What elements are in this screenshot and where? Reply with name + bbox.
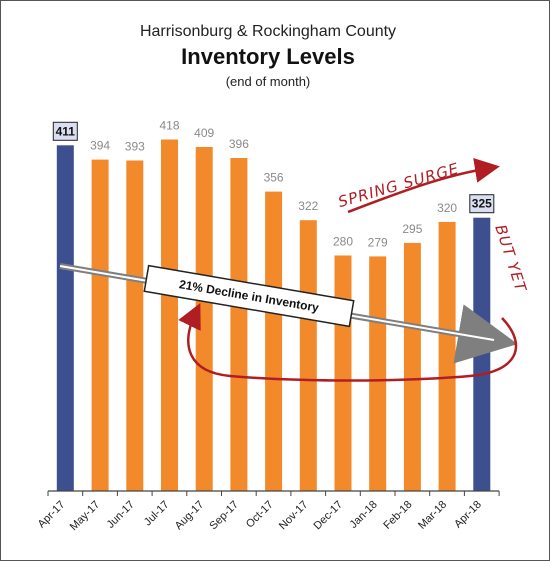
bar-dec-17 xyxy=(334,255,352,491)
value-label-box xyxy=(52,121,78,141)
bar-group xyxy=(56,139,491,492)
bar-sep-17 xyxy=(230,158,248,491)
x-tick-label: Jun-17 xyxy=(105,499,137,531)
chart-title: Inventory Levels xyxy=(181,44,355,69)
bar-apr-18 xyxy=(473,217,491,491)
value-label: 280 xyxy=(333,235,353,249)
value-label: 279 xyxy=(368,235,388,249)
but-yet-loop-arrow xyxy=(178,302,518,382)
x-tick-label: Aug-17 xyxy=(173,499,207,533)
x-tick-label: Oct-17 xyxy=(244,499,276,531)
x-tick-label: Dec-17 xyxy=(312,499,346,533)
value-label: 295 xyxy=(402,222,422,236)
value-label: 322 xyxy=(298,199,318,213)
value-label: 356 xyxy=(264,171,284,185)
x-tick-label: Nov-17 xyxy=(277,499,311,533)
bar-feb-18 xyxy=(403,242,421,491)
value-label-group: 411 394 393 418 409 396 356 322 280 279 295 320 325 xyxy=(52,119,495,249)
value-label: 394 xyxy=(90,139,110,153)
chart-subtitle: (end of month) xyxy=(226,74,311,89)
value-label: 393 xyxy=(125,140,145,154)
x-tick-label: Feb-18 xyxy=(381,499,414,532)
value-label: 409 xyxy=(194,126,214,140)
bar-apr-17 xyxy=(56,145,74,492)
x-axis xyxy=(47,490,500,496)
x-tick-label-group: Apr-17 May-17 Jun-17 Jul-17 Aug-17 Sep-17 Oct-… xyxy=(36,499,484,533)
bar-jul-17 xyxy=(161,139,178,491)
x-tick-label: Apr-18 xyxy=(452,499,484,531)
but-yet-label: BUT YET xyxy=(491,222,530,295)
chart-supertitle: Harrisonburg & Rockingham County xyxy=(140,23,396,40)
x-tick-label: Mar-18 xyxy=(416,499,449,532)
value-label: 396 xyxy=(229,137,249,151)
bar-jun-17 xyxy=(126,160,144,491)
value-label-box xyxy=(469,194,495,214)
bar-may-17 xyxy=(91,159,109,491)
value-label: 418 xyxy=(159,119,179,133)
value-label: 325 xyxy=(472,197,492,211)
spring-surge-arrow xyxy=(347,158,500,214)
x-tick-label: Apr-17 xyxy=(36,499,68,531)
bar-aug-17 xyxy=(195,147,213,491)
x-tick-label: Jul-17 xyxy=(142,499,172,529)
decline-callout-box xyxy=(143,264,355,328)
value-label: 411 xyxy=(56,124,76,138)
x-tick-label: Jan-18 xyxy=(348,499,380,531)
bar-jan-18 xyxy=(369,256,387,491)
but-yet-annotation: BUT YET xyxy=(491,222,530,295)
bar-nov-17 xyxy=(299,220,317,491)
value-label: 320 xyxy=(437,201,457,215)
x-tick-label: May-17 xyxy=(68,499,102,533)
bar-mar-18 xyxy=(438,221,456,491)
bar-oct-17 xyxy=(265,191,283,491)
x-tick-label: Sep-17 xyxy=(207,499,241,533)
